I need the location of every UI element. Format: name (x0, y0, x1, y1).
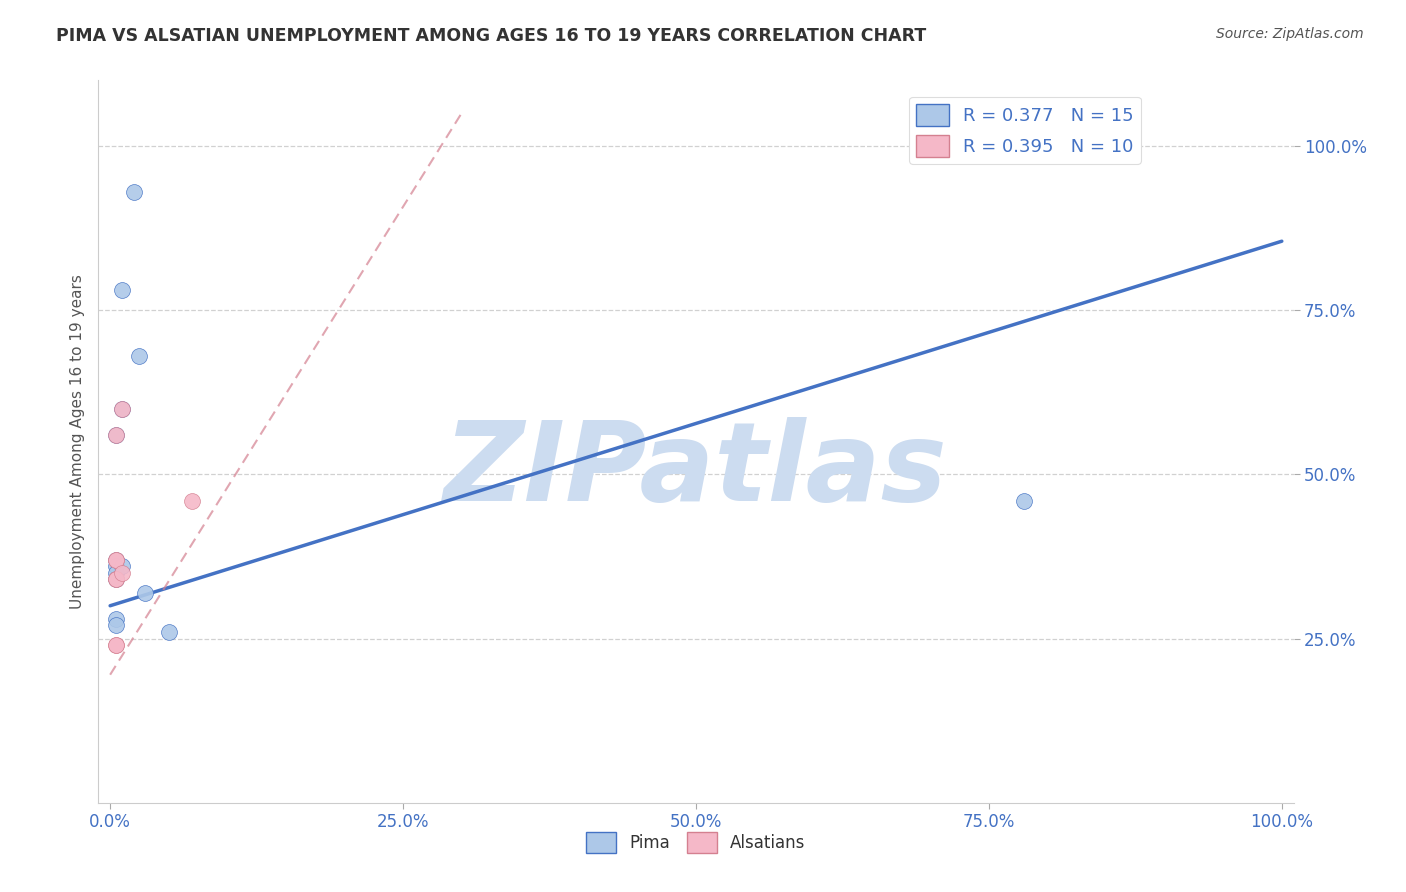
Point (157, 625, 180, 640)
Text: PIMA VS ALSATIAN UNEMPLOYMENT AMONG AGES 16 TO 19 YEARS CORRELATION CHART: PIMA VS ALSATIAN UNEMPLOYMENT AMONG AGES… (56, 27, 927, 45)
Point (105, 428, 128, 442)
Point (105, 566, 128, 580)
Point (111, 284, 134, 298)
Point (111, 566, 134, 580)
Point (105, 638, 128, 652)
Point (105, 638, 128, 652)
Point (181, 493, 204, 508)
Point (105, 553, 128, 567)
Point (111, 559, 134, 574)
Legend: Pima, Alsatians: Pima, Alsatians (579, 826, 813, 860)
Point (105, 618, 128, 632)
Point (128, 349, 150, 363)
Point (105, 553, 128, 567)
Point (105, 573, 128, 587)
Point (122, 185, 145, 199)
Point (111, 401, 134, 416)
Point (1012, 493, 1035, 508)
Point (105, 428, 128, 442)
Point (105, 559, 128, 574)
Point (105, 553, 128, 567)
Point (105, 612, 128, 626)
Point (105, 573, 128, 587)
Y-axis label: Unemployment Among Ages 16 to 19 years: Unemployment Among Ages 16 to 19 years (69, 274, 84, 609)
Point (134, 585, 156, 599)
Point (111, 401, 134, 416)
Point (105, 573, 128, 587)
Text: ZIPatlas: ZIPatlas (444, 417, 948, 524)
Text: Source: ZipAtlas.com: Source: ZipAtlas.com (1216, 27, 1364, 41)
